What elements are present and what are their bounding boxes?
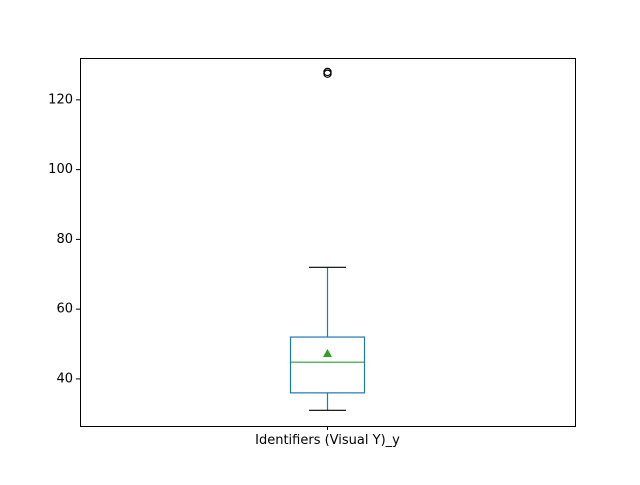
y-tick-label: 120 bbox=[48, 92, 73, 107]
x-tick-label: Identifiers (Visual Y)_y bbox=[255, 433, 400, 448]
box-group bbox=[289, 67, 366, 411]
y-tick-label: 40 bbox=[56, 371, 73, 386]
outlier-point bbox=[323, 67, 332, 77]
y-tick-label: 100 bbox=[48, 162, 73, 177]
mean-marker bbox=[323, 348, 332, 358]
y-axis: 40 60 80 100 120 bbox=[48, 92, 80, 386]
axes-frame bbox=[80, 58, 576, 427]
iqr-box bbox=[289, 336, 366, 394]
x-axis: Identifiers (Visual Y)_y bbox=[255, 426, 400, 448]
y-tick-label: 80 bbox=[56, 232, 73, 247]
plot-content bbox=[289, 67, 366, 411]
y-tick-label: 60 bbox=[56, 302, 73, 317]
